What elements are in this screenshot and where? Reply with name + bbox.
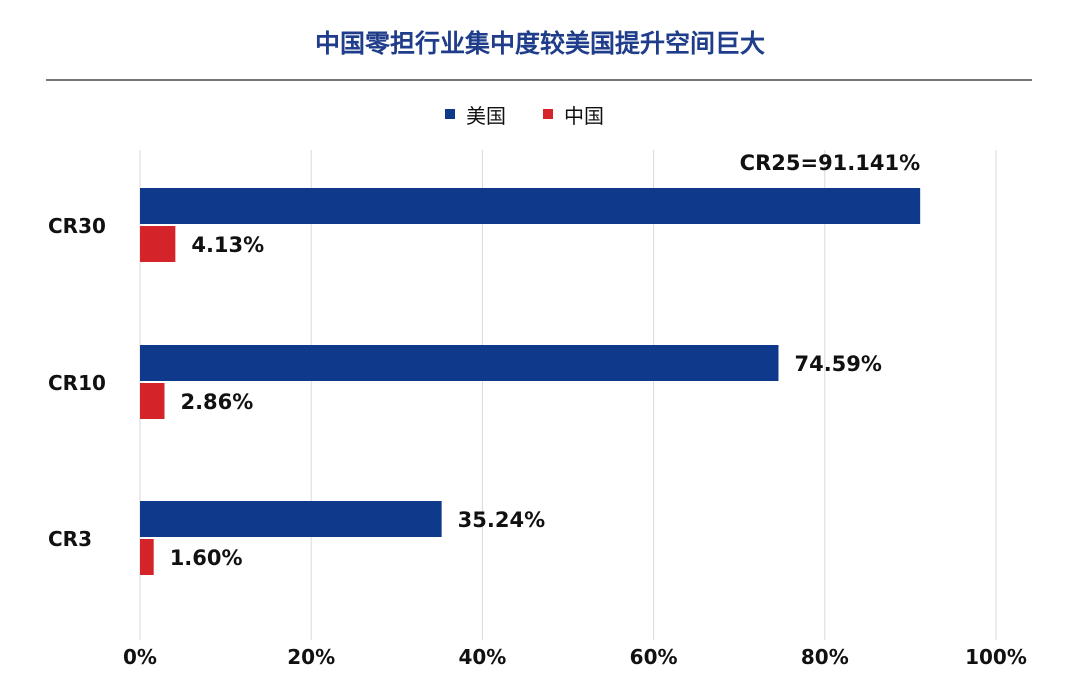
category-labels: CR30 CR10 CR3	[48, 214, 106, 551]
chart-title: 中国零担行业集中度较美国提升空间巨大	[315, 29, 765, 58]
x-tick-label: 100%	[965, 645, 1027, 669]
bars	[140, 188, 921, 575]
legend-label-us: 美国	[466, 104, 506, 128]
category-label: CR30	[48, 214, 106, 238]
value-label-cn: 2.86%	[180, 390, 253, 414]
bar-cn	[140, 539, 154, 575]
bar-us	[140, 345, 779, 381]
legend: 美国 中国	[445, 104, 604, 128]
bar-cn	[140, 226, 176, 262]
x-axis-ticks: 0% 20% 40% 60% 80% 100%	[123, 645, 1027, 669]
value-label-cn: 1.60%	[170, 546, 243, 570]
category-label: CR10	[48, 371, 106, 395]
x-tick-label: 20%	[287, 645, 335, 669]
x-tick-label: 60%	[630, 645, 678, 669]
x-tick-label: 0%	[123, 645, 157, 669]
bar-us	[140, 501, 442, 537]
legend-label-cn: 中国	[564, 104, 604, 128]
value-label-cn: 4.13%	[191, 233, 264, 257]
value-label-us: 35.24%	[458, 508, 545, 532]
value-label-us: CR25=91.141%	[740, 151, 920, 175]
category-label: CR3	[48, 527, 92, 551]
legend-swatch-cn	[543, 109, 553, 119]
value-label-us: 74.59%	[794, 352, 881, 376]
value-labels: CR25=91.141% 4.13% 74.59% 2.86% 35.24% 1.60%	[170, 151, 920, 570]
bar-us	[140, 188, 921, 224]
bar-cn	[140, 383, 165, 419]
legend-swatch-us	[445, 109, 455, 119]
x-tick-label: 80%	[801, 645, 849, 669]
x-tick-label: 40%	[458, 645, 506, 669]
